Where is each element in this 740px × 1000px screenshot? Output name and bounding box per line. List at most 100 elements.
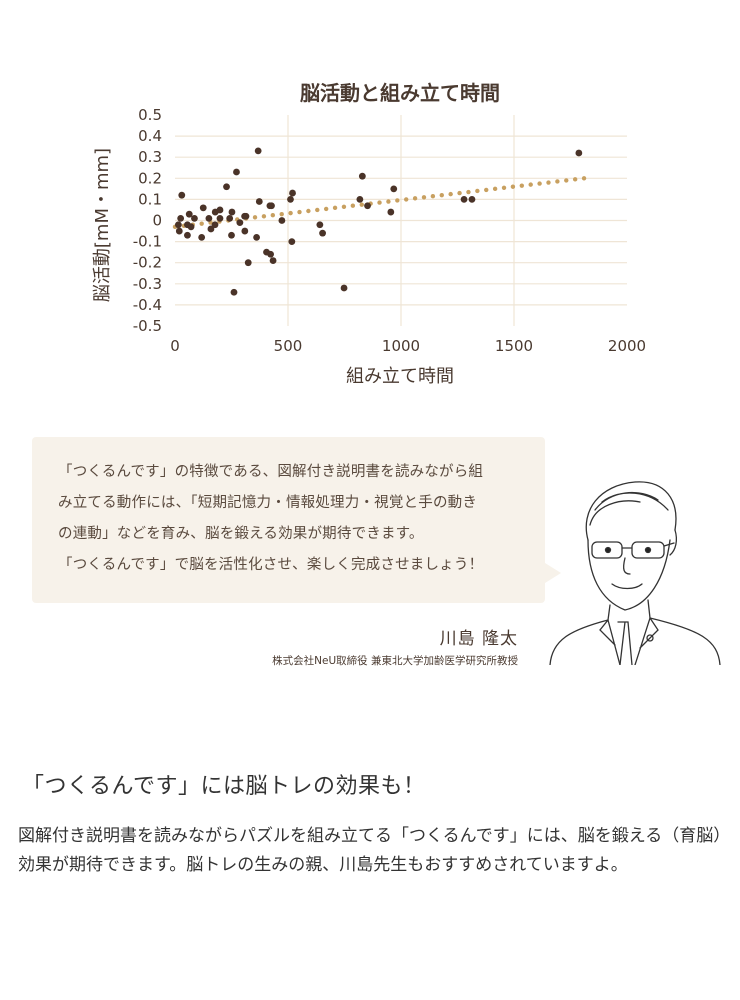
y-tick-label: 0.3: [138, 148, 162, 166]
data-point: [387, 208, 395, 216]
data-point: [174, 221, 182, 229]
trendline-dot: [466, 189, 471, 195]
trendline-dot: [315, 207, 320, 213]
chart-title: 脳活動と組み立て時間: [299, 81, 500, 105]
quote-text: 「つくるんです」の特徴である、図解付き説明書を読みながら組 み立てる動作には、「…: [58, 457, 483, 581]
data-point: [319, 229, 326, 237]
trendline-dot: [421, 195, 427, 200]
trendline-dot: [555, 179, 560, 184]
quote-line: 「つくるんです」で脳を活性化させ、楽しく完成させましょう！: [58, 557, 484, 573]
data-point: [288, 238, 296, 246]
y-tick-label: 0.2: [138, 169, 162, 187]
data-point: [216, 214, 224, 222]
y-tick-label: 0: [152, 212, 162, 230]
data-point: [205, 214, 213, 222]
data-point: [228, 208, 236, 216]
trendline-dot: [359, 202, 364, 207]
trendline-dot: [270, 213, 276, 218]
data-point: [244, 259, 252, 267]
x-axis-label: 組み立て時間: [346, 366, 454, 387]
trendline-dot: [377, 200, 382, 205]
data-point: [253, 233, 260, 241]
y-tick-label: -0.2: [133, 254, 162, 272]
trendline-dot: [279, 211, 284, 217]
data-point: [185, 210, 193, 218]
trendline-dot: [252, 215, 258, 220]
trendline-dot: [492, 186, 498, 192]
data-point: [175, 227, 183, 235]
author-name: 川島 隆太: [439, 629, 518, 649]
data-point: [236, 219, 244, 227]
grid: [175, 115, 627, 326]
x-axis-ticks: 0 500 1000 1500 2000: [170, 337, 646, 355]
data-point: [390, 185, 398, 193]
data-point: [289, 189, 296, 197]
data-point: [233, 168, 240, 176]
x-tick-label: 500: [274, 337, 303, 355]
data-point: [575, 149, 583, 157]
trendline-dot: [395, 198, 400, 203]
trendline-dot: [332, 205, 338, 211]
data-point: [216, 206, 224, 214]
section-heading: 「つくるんです」には脳トレの効果も！: [22, 774, 426, 799]
y-tick-label: 0.5: [138, 106, 162, 124]
trendline-dot: [288, 210, 293, 216]
trendline-dot: [501, 185, 507, 190]
data-point: [191, 214, 198, 222]
y-tick-label: 0.1: [138, 190, 162, 208]
trendline-dot: [439, 192, 444, 198]
trendline-dot: [350, 203, 356, 208]
trendline-dot: [572, 177, 578, 182]
data-point: [178, 191, 186, 199]
x-tick-label: 1500: [495, 337, 533, 355]
data-point: [223, 183, 230, 191]
y-axis-ticks: 0.5 0.4 0.3 0.2 0.1 0 -0.1 -0.2 -0.3 -0.4 -0.5: [133, 106, 162, 335]
trendline-dot: [430, 194, 436, 199]
trendline-dot: [199, 221, 204, 226]
y-tick-label: -0.5: [133, 317, 162, 335]
data-point: [267, 250, 274, 258]
speech-pointer: [545, 563, 561, 583]
data-point: [340, 284, 348, 292]
trendline-dot: [457, 190, 462, 196]
professor-portrait-illustration: [549, 481, 721, 665]
data-point: [241, 227, 249, 235]
data-point: [242, 212, 250, 220]
trendline-dot: [386, 199, 391, 204]
quote-line: み立てる動作には、「短期記憶力・情報処理力・視覚と手の動き: [58, 495, 478, 511]
quote-line: の連動」などを育み、脳を鍛える効果が期待できます。: [58, 526, 424, 542]
section-body: 図解付き説明書を読みながらパズルを組み立てる「つくるんです」には、脳を鍛える（育…: [18, 826, 722, 875]
data-point: [199, 204, 207, 212]
quote-line: 「つくるんです」の特徴である、図解付き説明書を読みながら組: [58, 464, 484, 480]
data-point: [211, 221, 219, 229]
data-point: [177, 214, 185, 222]
y-tick-label: -0.1: [133, 233, 162, 251]
data-points: [174, 147, 583, 296]
data-point: [254, 147, 262, 155]
y-tick-label: -0.3: [133, 275, 162, 293]
data-point: [207, 225, 215, 233]
trendline-dot: [510, 184, 516, 189]
data-point: [230, 288, 238, 296]
data-point: [468, 196, 476, 203]
data-point: [356, 196, 364, 203]
trendline-dot: [484, 187, 489, 193]
trendline-dot: [528, 182, 533, 187]
trendline-dot: [306, 208, 311, 214]
data-point: [358, 172, 366, 180]
trendline-dot: [564, 178, 569, 183]
x-tick-label: 2000: [608, 337, 646, 355]
data-point: [364, 202, 371, 210]
data-point: [184, 231, 191, 239]
data-point: [255, 198, 263, 205]
data-point: [287, 196, 294, 203]
trendline-dot: [261, 214, 267, 219]
data-point: [269, 257, 277, 264]
quote-box: 「つくるんです」の特徴である、図解付き説明書を読みながら組 み立てる動作には、「…: [32, 437, 545, 603]
x-tick-label: 1000: [382, 337, 420, 355]
y-tick-label: -0.4: [133, 296, 162, 314]
data-point: [460, 196, 468, 203]
data-point: [198, 233, 206, 241]
trendline-dot: [581, 176, 587, 181]
trendline-dot: [341, 204, 347, 209]
